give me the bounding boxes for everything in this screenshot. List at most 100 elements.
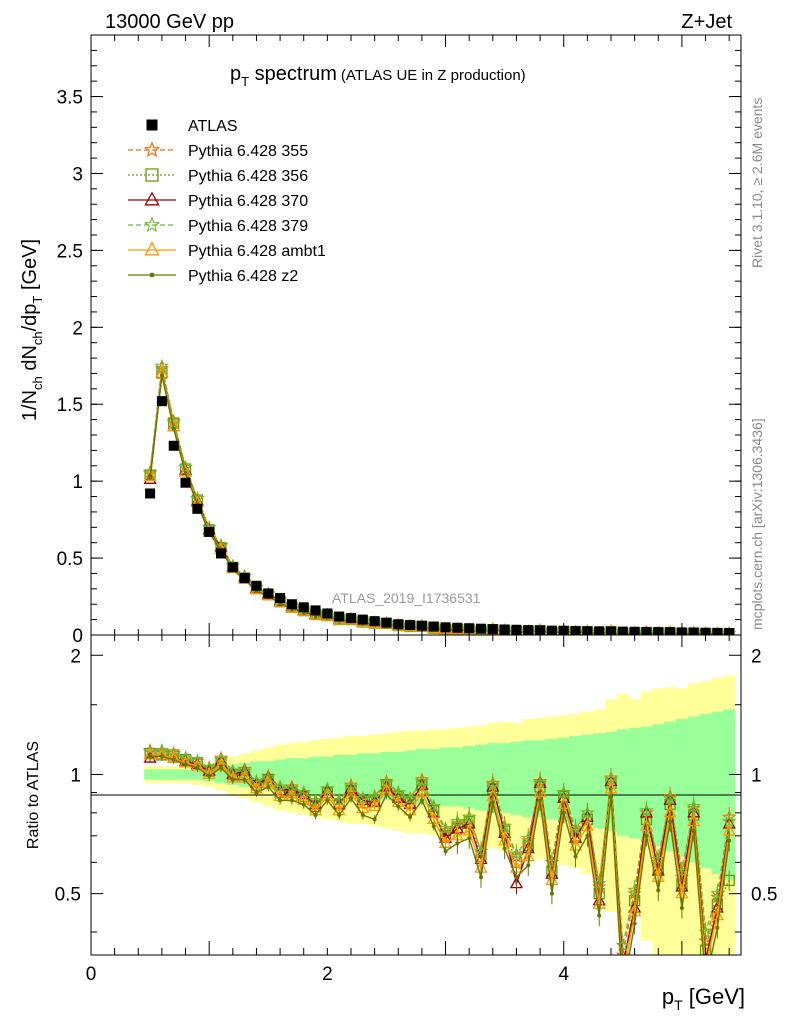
bot-ytick-label-right: 0.5 (751, 885, 777, 906)
ratio-marker (431, 824, 436, 829)
ratio-marker (266, 784, 271, 789)
ratio-marker (699, 944, 712, 955)
ratio-marker (391, 785, 406, 799)
ratio-marker (360, 812, 365, 817)
atlas-data-point (145, 488, 156, 499)
legend-label: Pythia 6.428 356 (188, 168, 308, 185)
plot-title: pT spectrum (ATLAS UE in Z production) (230, 63, 526, 89)
ratio-band-inner (557, 737, 571, 822)
ratio-band-inner (711, 711, 724, 875)
ratio-marker (615, 937, 630, 952)
ratio-line-series (150, 749, 730, 946)
y-axis-label-top: 1/Nch dNch/dpT [GeV] (19, 239, 45, 421)
top-ytick-label: 2.5 (57, 241, 83, 262)
ratio-marker (349, 796, 353, 801)
ratio-band-inner (404, 750, 417, 803)
legend-marker (149, 272, 155, 278)
top-marker (148, 475, 153, 480)
atlas-data-point (227, 562, 238, 573)
bot-xtick-label: 0 (86, 964, 97, 985)
ratio-marker (332, 792, 347, 807)
ratio-marker (704, 980, 708, 984)
ratio-band-inner (628, 728, 642, 839)
ratio-marker (662, 790, 678, 805)
ratio-marker (644, 833, 649, 838)
atlas-data-point (570, 626, 581, 635)
ratio-marker (301, 802, 306, 807)
ratio-marker (313, 812, 318, 817)
ratio-marker (568, 821, 583, 835)
top-marker (159, 373, 164, 378)
ratio-band-inner (274, 759, 287, 791)
ratio-marker (308, 792, 323, 807)
ratio-marker (414, 773, 430, 788)
ratio-marker (462, 809, 477, 824)
ratio-band-inner (546, 738, 559, 820)
ratio-marker (438, 821, 453, 835)
ratio-marker (502, 846, 507, 851)
ratio-marker (242, 777, 247, 782)
ratio-marker (573, 854, 578, 859)
ratio-band-inner (616, 729, 630, 836)
ratio-marker (325, 798, 330, 803)
ratio-marker (202, 760, 217, 774)
atlas-data-point (298, 602, 309, 613)
atlas-data-point (393, 619, 404, 630)
atlas-data-point (204, 526, 215, 537)
ratio-marker (159, 754, 164, 759)
rivet-label: Rivet 3.1.10, ≥ 2.6M events (749, 98, 765, 268)
legend-label: Pythia 6.428 379 (188, 218, 308, 235)
legend-label: Pythia 6.428 370 (188, 193, 308, 210)
ratio-band-inner (498, 743, 512, 813)
legend-marker (143, 216, 161, 233)
bot-xtick-label: 4 (558, 964, 569, 985)
ratio-marker (195, 765, 200, 770)
y-axis-label-bottom: Ratio to ATLAS (25, 741, 42, 849)
ratio-marker (467, 836, 472, 841)
ratio-marker (668, 819, 673, 824)
ratio-marker (419, 798, 424, 803)
ratio-marker (691, 828, 696, 833)
atlas-data-point (523, 625, 534, 635)
ratio-marker (402, 790, 418, 805)
ratio-marker (632, 921, 637, 926)
header-right: Z+Jet (681, 11, 732, 33)
ratio-marker (509, 846, 524, 861)
legend-label: ATLAS (188, 118, 238, 135)
atlas-data-point (357, 614, 368, 625)
ratio-marker (597, 913, 602, 918)
ratio-band-inner (475, 744, 488, 811)
ratio-marker (443, 849, 448, 854)
ratio-band-inner (569, 736, 582, 824)
ratio-marker (237, 763, 252, 778)
top-ytick-label: 0 (72, 626, 83, 647)
atlas-data-point (499, 624, 510, 635)
ratio-marker (617, 976, 628, 986)
legend: ATLAS Pythia 6.428 355 Pythia 6.428 356 Pyt… (128, 118, 326, 285)
legend-marker (143, 141, 161, 158)
ratio-marker (367, 788, 382, 803)
atlas-data-point (712, 627, 723, 635)
ratio-marker (289, 798, 294, 803)
top-ytick-label: 0.5 (57, 549, 83, 570)
bot-ytick-label-right: 2 (751, 646, 762, 667)
ratio-marker (609, 794, 613, 799)
atlas-data-point (334, 611, 345, 622)
atlas-data-point (617, 626, 628, 635)
ratio-marker (230, 777, 235, 782)
atlas-data-point (641, 626, 652, 635)
atlas-data-point (156, 396, 167, 407)
bot-ytick-label-right: 1 (751, 765, 762, 786)
ratio-band-inner (676, 719, 689, 857)
ratio-marker (617, 959, 628, 969)
top-marker (154, 360, 170, 375)
ratio-band-inner (368, 753, 382, 799)
top-ytick-label: 1 (72, 472, 83, 493)
top-ytick-label: 1.5 (57, 395, 83, 416)
bottom-frame (90, 634, 742, 956)
ratio-marker (408, 815, 413, 820)
ratio-marker (592, 876, 607, 890)
ratio-marker (396, 804, 401, 809)
ratio-marker (225, 763, 240, 778)
legend-label: Pythia 6.428 355 (188, 143, 308, 160)
